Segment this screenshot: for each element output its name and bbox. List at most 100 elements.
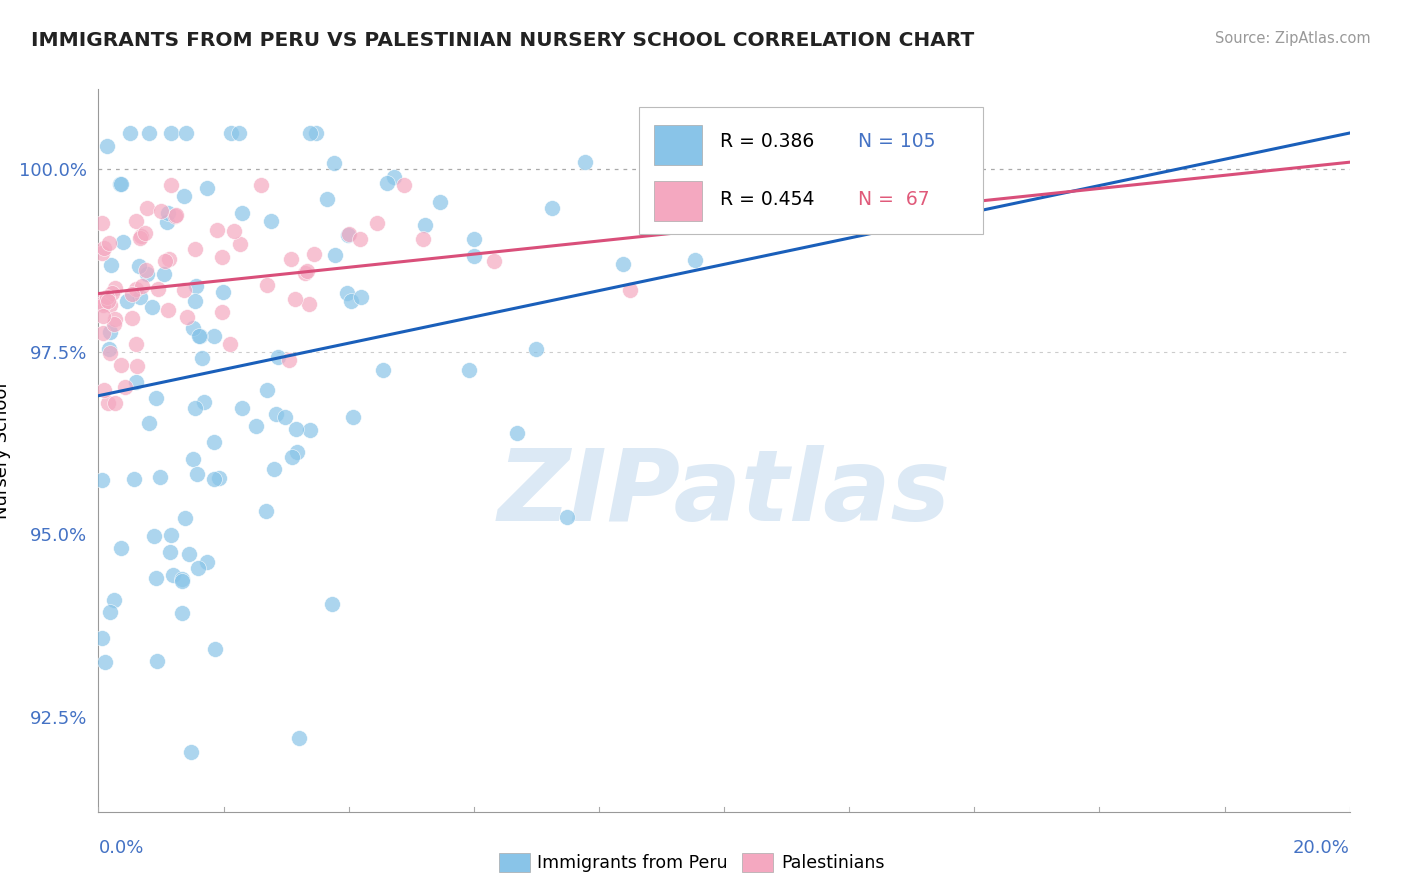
Point bbox=[159, 544, 181, 558]
Point bbox=[112, 235, 135, 249]
Point bbox=[93, 296, 115, 310]
FancyBboxPatch shape bbox=[654, 125, 702, 165]
Y-axis label: Nursery School: Nursery School bbox=[0, 382, 11, 519]
Point bbox=[254, 504, 277, 518]
Text: N = 105: N = 105 bbox=[858, 132, 935, 152]
Point bbox=[280, 252, 302, 267]
Point bbox=[172, 606, 194, 620]
Point bbox=[506, 425, 529, 440]
Point bbox=[125, 214, 148, 228]
Point bbox=[125, 359, 148, 374]
Point bbox=[155, 215, 177, 229]
FancyBboxPatch shape bbox=[638, 107, 983, 234]
Point bbox=[302, 247, 325, 261]
Point bbox=[222, 224, 245, 238]
Point bbox=[136, 267, 159, 281]
Point bbox=[141, 300, 163, 314]
Point bbox=[131, 278, 153, 293]
Point bbox=[256, 278, 278, 293]
Point bbox=[129, 228, 152, 243]
Point bbox=[91, 298, 114, 312]
Point bbox=[184, 278, 207, 293]
Point bbox=[211, 250, 233, 264]
Point bbox=[103, 317, 125, 331]
Point bbox=[180, 745, 202, 759]
Point bbox=[288, 731, 311, 745]
Point bbox=[96, 290, 118, 304]
Point bbox=[91, 473, 114, 487]
Point bbox=[90, 246, 112, 260]
Point bbox=[177, 548, 200, 562]
Point bbox=[162, 568, 184, 582]
Point bbox=[218, 337, 240, 351]
Point bbox=[285, 445, 308, 459]
Point bbox=[174, 126, 197, 140]
Point bbox=[156, 206, 179, 220]
Text: R = 0.454: R = 0.454 bbox=[720, 189, 815, 209]
Point bbox=[124, 337, 146, 351]
Point bbox=[349, 232, 371, 246]
Point bbox=[245, 419, 267, 434]
Point bbox=[183, 401, 205, 415]
Point bbox=[93, 383, 115, 397]
Point bbox=[115, 293, 138, 308]
Point bbox=[96, 396, 118, 410]
Point bbox=[619, 283, 641, 297]
Point bbox=[211, 304, 233, 318]
Point bbox=[267, 351, 290, 365]
Point bbox=[149, 203, 172, 218]
Point bbox=[153, 267, 176, 281]
Point bbox=[392, 178, 415, 193]
Point bbox=[97, 235, 120, 250]
Point bbox=[170, 573, 193, 587]
Point bbox=[202, 329, 225, 343]
Point bbox=[463, 249, 485, 263]
Point bbox=[157, 302, 180, 317]
Point bbox=[163, 209, 186, 223]
Point bbox=[173, 284, 195, 298]
FancyBboxPatch shape bbox=[654, 181, 702, 220]
Point bbox=[135, 263, 157, 277]
Point bbox=[160, 126, 183, 140]
Point bbox=[91, 309, 114, 323]
Point bbox=[149, 469, 172, 483]
Point bbox=[145, 392, 167, 406]
Point bbox=[412, 232, 434, 246]
Point bbox=[294, 266, 316, 280]
Text: ZIPatlas: ZIPatlas bbox=[498, 445, 950, 542]
Point bbox=[121, 286, 143, 301]
Point bbox=[98, 605, 121, 619]
Point bbox=[231, 206, 253, 220]
Point bbox=[228, 236, 250, 251]
Point bbox=[103, 593, 125, 607]
Point bbox=[337, 227, 360, 241]
Point bbox=[145, 571, 167, 585]
Point bbox=[202, 472, 225, 486]
Point bbox=[458, 362, 481, 376]
Point bbox=[91, 326, 114, 340]
Point bbox=[366, 216, 388, 230]
Point bbox=[184, 293, 207, 308]
Text: IMMIGRANTS FROM PERU VS PALESTINIAN NURSERY SCHOOL CORRELATION CHART: IMMIGRANTS FROM PERU VS PALESTINIAN NURS… bbox=[31, 31, 974, 50]
Point bbox=[97, 293, 120, 308]
Point bbox=[211, 285, 233, 300]
Point bbox=[574, 154, 596, 169]
Point bbox=[153, 253, 176, 268]
Point bbox=[188, 329, 211, 343]
Point bbox=[104, 312, 127, 326]
Point bbox=[101, 285, 124, 300]
Point bbox=[336, 286, 359, 301]
Point bbox=[541, 201, 564, 215]
Point bbox=[125, 282, 148, 296]
Point bbox=[90, 216, 112, 230]
Point bbox=[98, 345, 121, 359]
Point bbox=[208, 471, 231, 485]
Point bbox=[165, 208, 187, 222]
Point bbox=[104, 281, 127, 295]
Point bbox=[321, 597, 343, 611]
Point bbox=[98, 326, 121, 340]
Point bbox=[93, 292, 115, 306]
Point bbox=[256, 383, 278, 397]
Point bbox=[323, 156, 346, 170]
Point bbox=[304, 126, 326, 140]
